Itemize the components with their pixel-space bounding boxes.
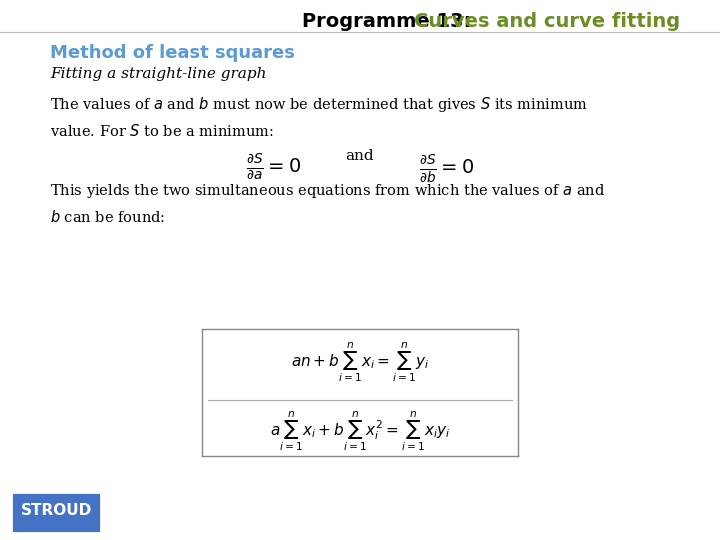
- Text: Worked examples and exercises are in the text: Worked examples and exercises are in the…: [122, 502, 598, 519]
- Text: STROUD: STROUD: [21, 503, 91, 518]
- Text: The values of $a$ and $b$ must now be determined that gives $S$ its minimum
valu: The values of $a$ and $b$ must now be de…: [50, 95, 588, 139]
- Text: and: and: [346, 149, 374, 163]
- Text: $\frac{\partial S}{\partial a} = 0$: $\frac{\partial S}{\partial a} = 0$: [246, 153, 301, 183]
- Text: This yields the two simultaneous equations from which the values of $a$ and
$b$ : This yields the two simultaneous equatio…: [50, 183, 606, 225]
- Text: Method of least squares: Method of least squares: [50, 44, 295, 62]
- Text: Programme 13:: Programme 13:: [302, 12, 485, 31]
- Text: $a\sum_{i=1}^{n} x_i + b\sum_{i=1}^{n} x_i^2 = \sum_{i=1}^{n} x_i y_i$: $a\sum_{i=1}^{n} x_i + b\sum_{i=1}^{n} x…: [269, 409, 451, 453]
- Text: Fitting a straight-line graph: Fitting a straight-line graph: [50, 67, 267, 81]
- Text: $an + b\sum_{i=1}^{n} x_i = \sum_{i=1}^{n} y_i$: $an + b\sum_{i=1}^{n} x_i = \sum_{i=1}^{…: [291, 341, 429, 384]
- Text: Curves and curve fitting: Curves and curve fitting: [414, 12, 680, 31]
- FancyBboxPatch shape: [11, 492, 101, 534]
- Text: $\frac{\partial S}{\partial b} = 0$: $\frac{\partial S}{\partial b} = 0$: [419, 153, 474, 184]
